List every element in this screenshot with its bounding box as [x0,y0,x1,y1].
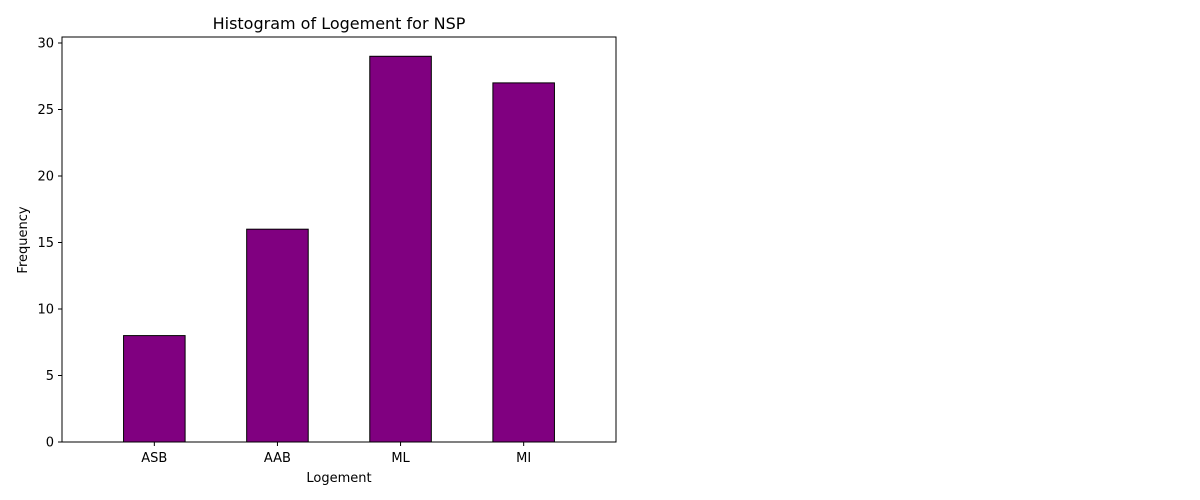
y-tick-label: 25 [37,103,54,118]
y-tick-label: 10 [37,302,54,317]
y-axis-ticks: 0 5 10 15 20 25 30 [37,36,62,451]
x-axis-label: Logement [306,471,371,486]
y-tick-label: 30 [37,36,54,51]
bar-mi [492,82,555,443]
y-tick-label: 0 [46,436,54,451]
x-tick-label-mi: MI [516,451,531,466]
x-tick-label-aab: AAB [264,451,291,466]
y-axis-label: Frequency [16,206,31,273]
chart-title: Histogram of Logement for NSP [213,14,466,33]
bar-ml [369,55,432,443]
x-tick-label-asb: ASB [141,451,167,466]
plot-frame [61,36,617,443]
y-tick-label: 15 [37,236,54,251]
bar-aab [246,228,309,443]
x-tick-label-ml: ML [391,451,410,466]
y-tick-label: 5 [46,369,54,384]
bars [123,55,555,443]
y-tick-label: 20 [37,169,54,184]
bar-asb [123,335,186,443]
x-axis-ticks: ASB AAB ML MI [141,442,531,466]
